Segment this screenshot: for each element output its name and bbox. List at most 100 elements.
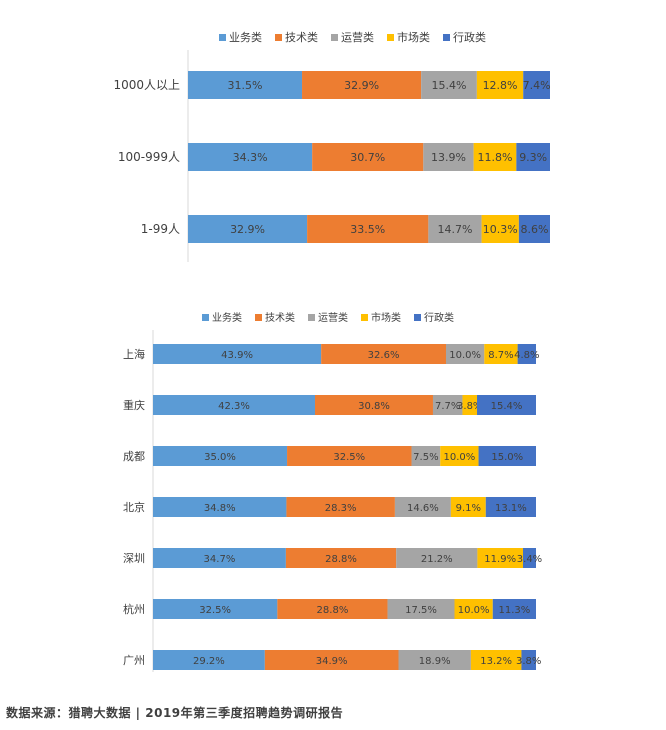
- data-label: 13.2%: [480, 656, 512, 667]
- data-label: 15.4%: [432, 79, 467, 92]
- data-label: 34.9%: [316, 656, 348, 667]
- data-label: 32.5%: [333, 452, 365, 463]
- bar-segment: [188, 215, 308, 243]
- bar-segment: [522, 548, 536, 568]
- bar-segment: [516, 143, 550, 171]
- bar-segment: [315, 395, 433, 415]
- data-label: 33.5%: [350, 223, 385, 236]
- data-label: 8.6%: [520, 223, 548, 236]
- data-label: 10.3%: [483, 223, 518, 236]
- legend-label: 行政类: [453, 30, 486, 44]
- category-label: 深圳: [123, 552, 145, 565]
- bar-segment: [521, 650, 536, 670]
- data-label: 17.5%: [405, 605, 437, 616]
- company-size-chart: 业务类 技术类 运营类 市场类 行政类 1000人以上 31.5% 32.9% 15.4% 12.…: [113, 30, 551, 262]
- bar-segment: [394, 497, 451, 517]
- data-label: 13.9%: [431, 151, 466, 164]
- bar-segment: [517, 344, 536, 364]
- chart-legend: 业务类 技术类 运营类 市场类 行政类: [219, 30, 486, 44]
- data-label: 9.3%: [519, 151, 547, 164]
- bar-segment: [153, 599, 278, 619]
- bar-segment: [285, 548, 397, 568]
- bar-segment: [470, 650, 522, 670]
- data-label: 7.7%: [435, 401, 460, 412]
- data-label: 4.8%: [514, 350, 539, 361]
- data-label: 7.5%: [413, 452, 438, 463]
- bar-segment: [153, 548, 286, 568]
- data-label: 10.0%: [444, 452, 476, 463]
- legend-label: 业务类: [229, 30, 262, 44]
- legend-swatch: [414, 314, 421, 321]
- data-label: 3.8%: [457, 401, 482, 412]
- data-label: 10.0%: [449, 350, 481, 361]
- bar-segment: [454, 599, 493, 619]
- data-label: 34.7%: [204, 554, 236, 565]
- bar-segment: [440, 446, 479, 466]
- bar-segment: [396, 548, 478, 568]
- data-label: 9.1%: [456, 503, 481, 514]
- bar-segment: [518, 215, 550, 243]
- bar-segment: [286, 497, 395, 517]
- bar-segment: [492, 599, 536, 619]
- data-label: 3.4%: [517, 554, 542, 565]
- data-label: 11.9%: [484, 554, 516, 565]
- bar-segment: [188, 143, 313, 171]
- legend-label: 技术类: [265, 311, 295, 324]
- bar-segment: [277, 599, 388, 619]
- legend-swatch: [331, 34, 338, 41]
- data-label: 11.8%: [477, 151, 512, 164]
- data-label: 11.3%: [498, 605, 530, 616]
- source-note: 数据来源：猎聘大数据 | 2019年第三季度招聘趋势调研报告: [6, 706, 344, 720]
- bar-segment: [477, 548, 523, 568]
- bar-segment: [478, 446, 536, 466]
- data-label: 10.0%: [458, 605, 490, 616]
- category-label: 100-999人: [118, 150, 180, 164]
- data-label: 14.6%: [407, 503, 439, 514]
- legend-swatch: [443, 34, 450, 41]
- data-label: 12.8%: [483, 79, 518, 92]
- data-label: 34.3%: [233, 151, 268, 164]
- legend-label: 技术类: [285, 30, 318, 44]
- bar-segment: [428, 215, 482, 243]
- bar-segment: [477, 395, 536, 415]
- legend-label: 运营类: [318, 311, 348, 324]
- data-label: 15.0%: [491, 452, 523, 463]
- bar-segment: [485, 497, 536, 517]
- legend-swatch: [202, 314, 209, 321]
- chart-legend: 业务类 技术类 运营类 市场类 行政类: [202, 311, 454, 324]
- legend-swatch: [308, 314, 315, 321]
- category-label: 上海: [123, 347, 145, 361]
- data-label: 32.9%: [230, 223, 265, 236]
- bar-segment: [476, 71, 524, 99]
- category-label: 杭州: [123, 602, 145, 616]
- bar-segment: [481, 215, 519, 243]
- legend-label: 业务类: [212, 311, 242, 324]
- bar-segment: [312, 143, 424, 171]
- legend-swatch: [275, 34, 282, 41]
- data-label: 30.7%: [350, 151, 385, 164]
- legend-label: 市场类: [397, 30, 430, 44]
- data-label: 34.8%: [204, 503, 236, 514]
- bar-segment: [462, 395, 478, 415]
- data-label: 28.8%: [325, 554, 357, 565]
- category-label: 广州: [123, 654, 145, 667]
- data-label: 8.7%: [488, 350, 513, 361]
- bar-segment: [411, 446, 441, 466]
- data-label: 14.7%: [437, 223, 472, 236]
- bar-segment: [445, 344, 485, 364]
- bar-segment: [153, 446, 288, 466]
- data-label: 18.9%: [419, 656, 451, 667]
- bar-segment: [321, 344, 446, 364]
- category-label: 1000人以上: [113, 78, 180, 92]
- legend-label: 行政类: [424, 311, 454, 324]
- bar-segment: [450, 497, 486, 517]
- data-label: 15.4%: [491, 401, 523, 412]
- data-label: 42.3%: [218, 401, 250, 412]
- bar-segment: [423, 143, 474, 171]
- data-label: 21.2%: [421, 554, 453, 565]
- data-label: 13.1%: [495, 503, 527, 514]
- data-label: 35.0%: [204, 452, 236, 463]
- data-label: 32.6%: [368, 350, 400, 361]
- data-label: 43.9%: [221, 350, 253, 361]
